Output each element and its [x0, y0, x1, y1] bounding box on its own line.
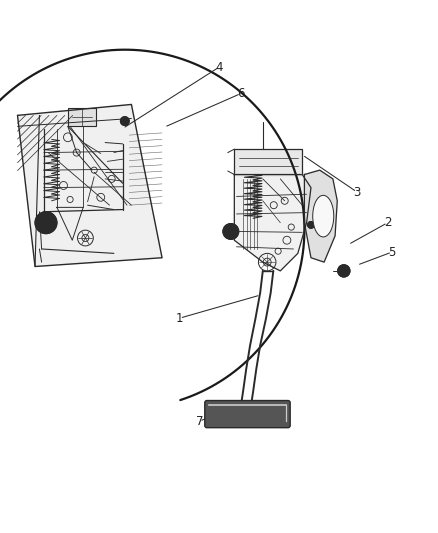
- Circle shape: [223, 223, 239, 239]
- Circle shape: [120, 117, 129, 125]
- Text: 2: 2: [384, 216, 392, 229]
- Text: 7: 7: [195, 415, 203, 427]
- Text: 1: 1: [176, 312, 184, 325]
- Text: 4: 4: [215, 61, 223, 74]
- FancyBboxPatch shape: [205, 400, 290, 427]
- Text: 3: 3: [353, 185, 360, 198]
- Bar: [68, 108, 96, 126]
- Circle shape: [338, 265, 350, 277]
- Circle shape: [35, 212, 57, 233]
- Text: 5: 5: [389, 246, 396, 259]
- Circle shape: [307, 221, 314, 229]
- Polygon shape: [304, 170, 337, 262]
- Ellipse shape: [313, 195, 334, 237]
- Polygon shape: [234, 174, 311, 271]
- Text: 6: 6: [237, 87, 245, 100]
- Polygon shape: [18, 104, 162, 266]
- Bar: [234, 149, 302, 174]
